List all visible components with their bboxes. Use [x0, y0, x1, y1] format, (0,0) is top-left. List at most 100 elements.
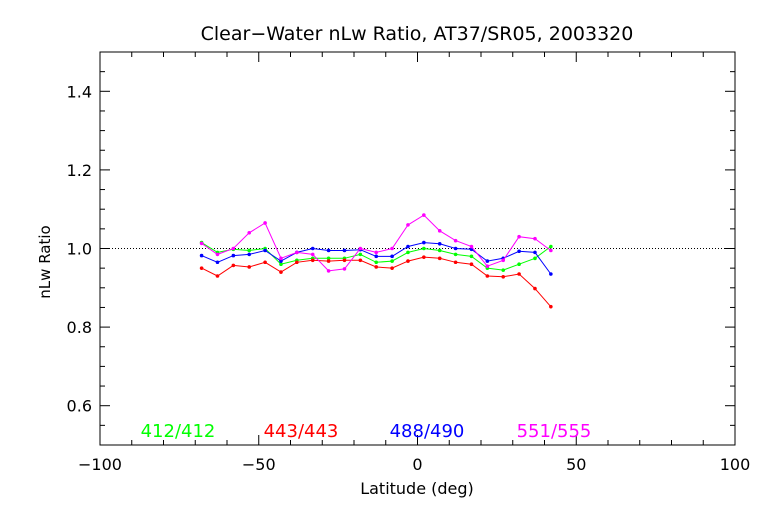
- data-point: [374, 260, 379, 265]
- data-point: [422, 213, 426, 217]
- legend: 412/412 443/443 488/490 551/555: [141, 421, 592, 442]
- data-point: [279, 256, 283, 261]
- x-tick-label: −100: [78, 455, 122, 474]
- data-point: [358, 246, 363, 251]
- data-point: [469, 262, 474, 267]
- y-tick-label: 1.0: [67, 240, 92, 259]
- legend-entry: 551/555: [517, 421, 592, 442]
- y-tick-label: 0.8: [67, 318, 92, 337]
- data-point: [358, 258, 363, 263]
- data-point: [247, 230, 252, 235]
- x-tick-label: 50: [566, 455, 586, 474]
- chart-title: Clear−Water nLw Ratio, AT37/SR05, 200332…: [201, 23, 634, 45]
- data-point: [549, 272, 553, 276]
- plot-frame: [99, 51, 736, 446]
- series-443-443: [199, 255, 553, 309]
- data-point: [549, 248, 553, 253]
- data-point: [374, 265, 379, 269]
- data-point: [406, 244, 410, 249]
- data-point: [469, 244, 474, 249]
- data-point: [199, 241, 204, 246]
- y-axis-label: nLw Ratio: [36, 225, 54, 298]
- data-point: [247, 248, 252, 253]
- data-point: [295, 260, 299, 265]
- legend-entry: 443/443: [264, 421, 339, 442]
- data-point: [342, 258, 347, 263]
- data-point: [533, 236, 537, 241]
- y-tick-label: 0.6: [67, 397, 92, 416]
- legend-entry: 488/490: [390, 421, 465, 442]
- x-axis-label: Latitude (deg): [360, 479, 474, 498]
- data-point: [279, 262, 283, 267]
- data-point: [310, 252, 315, 257]
- data-point: [533, 250, 537, 255]
- data-point: [453, 252, 458, 257]
- data-point: [453, 246, 458, 251]
- data-point: [469, 254, 474, 259]
- data-point: [231, 246, 236, 251]
- data-point: [422, 240, 426, 245]
- data-point: [326, 259, 331, 263]
- data-point: [279, 270, 283, 274]
- data-point: [517, 234, 521, 239]
- x-tick-label: −50: [242, 455, 276, 474]
- series-412-412: [199, 240, 553, 272]
- data-point: [263, 221, 267, 225]
- data-point: [453, 238, 458, 243]
- data-point: [406, 250, 410, 255]
- data-point: [310, 258, 315, 263]
- data-point: [390, 246, 394, 251]
- data-point: [390, 266, 394, 270]
- data-point: [549, 304, 553, 309]
- y-tick-label: 1.2: [67, 161, 92, 180]
- data-point: [310, 246, 315, 251]
- data-point: [517, 272, 521, 276]
- data-point: [374, 250, 379, 255]
- data-point: [263, 260, 267, 265]
- plot-area-border: [99, 51, 736, 446]
- data-point: [406, 259, 410, 263]
- data-point: [422, 255, 426, 259]
- legend-entry: 412/412: [141, 421, 216, 442]
- data-point: [533, 286, 537, 291]
- data-point: [501, 274, 506, 279]
- x-tick-label: 100: [720, 455, 751, 474]
- data-point: [326, 256, 331, 261]
- data-point: [485, 264, 490, 268]
- data-point: [342, 267, 347, 271]
- data-point: [295, 250, 299, 255]
- data-point: [215, 252, 220, 257]
- data-point: [374, 254, 379, 259]
- data-point: [422, 246, 426, 251]
- series-layer: [199, 213, 553, 309]
- data-point: [358, 252, 363, 257]
- data-point: [517, 249, 521, 254]
- data-point: [437, 256, 442, 261]
- axis-ticks: [99, 51, 736, 446]
- data-point: [231, 253, 236, 258]
- data-point: [247, 265, 252, 269]
- axis-tick-labels: −100 −50 0 50 100 0.6 0.8 1.0 1.2 1.4: [67, 82, 751, 474]
- data-point: [533, 256, 537, 261]
- data-point: [263, 248, 267, 253]
- data-point: [247, 252, 252, 257]
- data-point: [279, 259, 283, 263]
- data-point: [390, 254, 394, 259]
- data-point: [231, 263, 236, 268]
- data-point: [326, 269, 331, 273]
- data-point: [453, 260, 458, 265]
- data-point: [406, 223, 410, 227]
- data-point: [215, 274, 220, 278]
- data-point: [437, 229, 442, 233]
- series-line: [201, 256, 552, 308]
- data-point: [199, 253, 204, 258]
- data-point: [342, 248, 347, 253]
- data-point: [390, 259, 394, 263]
- x-tick-label: 0: [412, 455, 422, 474]
- data-point: [501, 258, 506, 263]
- series-551-555: [199, 213, 553, 273]
- data-point: [485, 274, 490, 278]
- data-point: [215, 260, 220, 265]
- series-488-490: [199, 240, 553, 276]
